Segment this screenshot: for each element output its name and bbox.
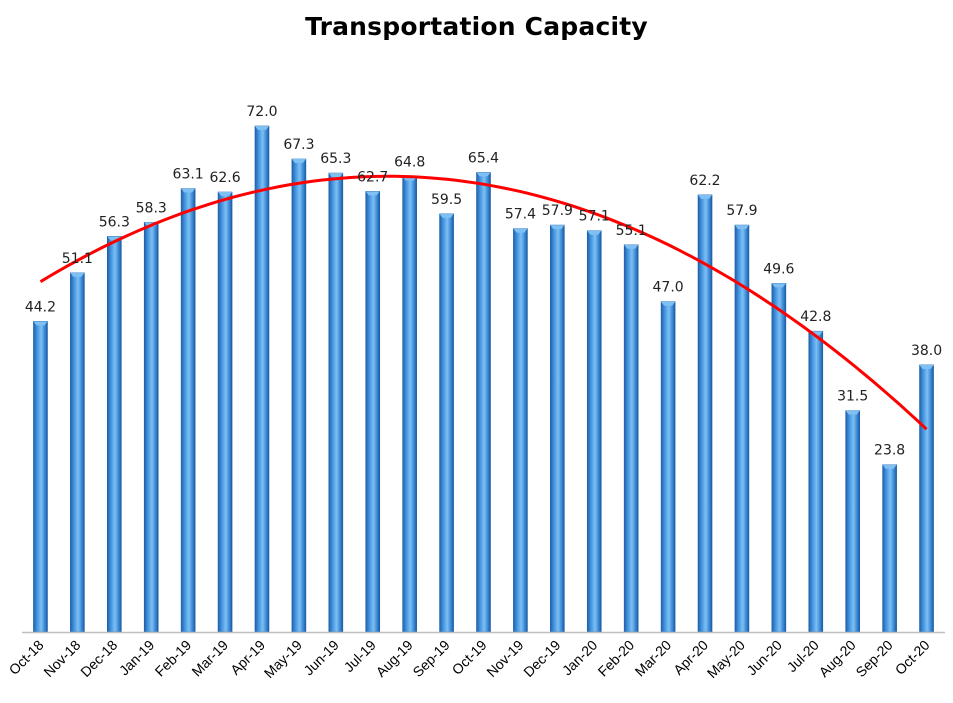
data-label-Feb-20: 55.1: [616, 223, 647, 239]
x-tick-label-May-20: May-20: [704, 637, 748, 681]
bar-Oct-19: [476, 172, 491, 633]
chart-title: Transportation Capacity: [305, 12, 648, 41]
bar-Aug-19: [402, 176, 417, 633]
x-tick-label-Oct-19: Oct-19: [449, 637, 490, 678]
bar-Sep-20: [882, 464, 897, 633]
bar-Mar-20: [660, 301, 676, 633]
x-tick-label-Sep-19: Sep-19: [409, 637, 452, 680]
bar-Mar-19: [217, 191, 233, 633]
x-tick-labels-layer: Oct-18Nov-18Dec-18Jan-19Feb-19Mar-19Apr-…: [6, 637, 933, 681]
bar-cap-Aug-20: [845, 410, 860, 415]
bar-Jan-20: [586, 230, 602, 633]
data-label-Oct-19: 65.4: [468, 150, 499, 166]
x-tick-label-Sep-20: Sep-20: [852, 637, 895, 680]
data-label-Mar-19: 62.6: [209, 170, 240, 186]
x-tick-label-Jan-19: Jan-19: [116, 637, 158, 679]
x-tick-label-Jun-20: Jun-20: [743, 637, 785, 679]
data-label-Aug-19: 64.8: [394, 155, 425, 171]
bar-Jun-20: [771, 283, 787, 633]
data-label-Jun-20: 49.6: [763, 261, 794, 277]
data-label-Jan-19: 58.3: [136, 200, 167, 216]
data-label-Apr-19: 72.0: [246, 104, 277, 120]
x-tick-label-Jun-19: Jun-19: [300, 637, 342, 679]
x-tick-label-Nov-18: Nov-18: [40, 637, 83, 680]
bar-cap-Dec-19: [550, 225, 565, 230]
data-label-Sep-20: 23.8: [874, 443, 905, 459]
x-tick-label-Mar-20: Mar-20: [632, 637, 675, 680]
bar-Feb-20: [623, 244, 639, 633]
bar-Oct-18: [33, 321, 48, 633]
data-label-May-20: 57.9: [726, 203, 757, 219]
bar-Jun-19: [328, 172, 344, 633]
bar-cap-Sep-19: [439, 213, 454, 218]
bar-cap-Mar-20: [661, 301, 676, 306]
bar-May-19: [291, 158, 307, 633]
x-tick-label-Oct-18: Oct-18: [6, 637, 47, 678]
data-label-Jun-19: 65.3: [320, 151, 351, 167]
bar-cap-Jan-20: [587, 230, 602, 235]
data-label-Nov-19: 57.4: [505, 207, 536, 223]
bar-cap-Apr-20: [698, 194, 713, 199]
x-tick-label-Aug-19: Aug-19: [373, 637, 416, 680]
data-label-Jul-19: 62.7: [357, 169, 388, 185]
data-label-Sep-19: 59.5: [431, 192, 462, 208]
bar-Nov-18: [70, 272, 85, 633]
bar-Dec-19: [550, 224, 565, 633]
x-tick-label-Dec-19: Dec-19: [520, 637, 563, 680]
bar-cap-Sep-20: [882, 464, 897, 469]
bar-Sep-19: [439, 213, 454, 633]
bar-Jul-19: [365, 191, 381, 633]
bar-cap-Jul-19: [365, 191, 380, 196]
x-tick-label-May-19: May-19: [261, 637, 305, 681]
bar-cap-Oct-19: [476, 172, 491, 177]
x-tick-label-Mar-19: Mar-19: [189, 637, 232, 680]
data-label-Mar-20: 47.0: [653, 280, 684, 296]
bar-Apr-19: [254, 125, 270, 633]
data-label-Apr-20: 62.2: [689, 173, 720, 189]
data-label-Feb-19: 63.1: [173, 167, 204, 183]
bar-Jan-19: [143, 221, 159, 633]
bar-cap-Mar-19: [218, 192, 233, 197]
bar-cap-Jun-19: [328, 173, 343, 178]
bar-cap-Oct-20: [919, 364, 934, 369]
x-tick-label-Feb-20: Feb-20: [595, 637, 638, 680]
x-tick-label-Feb-19: Feb-19: [152, 637, 195, 680]
bar-cap-Jun-20: [771, 283, 786, 288]
bar-Jul-20: [808, 330, 824, 633]
x-tick-label-Oct-20: Oct-20: [892, 637, 933, 678]
bar-Nov-19: [513, 228, 528, 633]
x-tick-label-Jan-20: Jan-20: [559, 637, 601, 679]
bar-cap-Apr-19: [254, 126, 269, 130]
data-label-Aug-20: 31.5: [837, 389, 868, 405]
bar-cap-Nov-18: [70, 272, 85, 277]
bar-cap-Feb-20: [624, 244, 639, 249]
data-label-Oct-20: 38.0: [911, 343, 942, 359]
x-tick-label-Dec-18: Dec-18: [77, 637, 120, 680]
bar-cap-Oct-18: [33, 321, 48, 326]
bar-Aug-20: [845, 410, 861, 633]
bar-cap-May-19: [291, 159, 306, 164]
bar-cap-Feb-19: [181, 188, 196, 193]
bars-layer: [33, 125, 934, 633]
data-label-Dec-19: 57.9: [542, 203, 573, 219]
bar-Oct-20: [919, 364, 934, 633]
bar-cap-May-20: [734, 225, 749, 230]
bar-cap-Nov-19: [513, 228, 528, 233]
trendline: [39, 174, 928, 431]
data-label-May-19: 67.3: [283, 137, 314, 153]
x-tick-label-Aug-20: Aug-20: [816, 637, 859, 680]
data-label-Jan-20: 57.1: [579, 209, 610, 225]
x-tick-label-Nov-19: Nov-19: [483, 637, 526, 680]
data-label-Dec-18: 56.3: [99, 214, 130, 230]
bar-Feb-19: [180, 188, 196, 633]
data-labels-layer: 44.2 51.1 56.3 58.3 63.1 62.6 72.0 67.3 65.3 62.7…: [25, 104, 942, 459]
data-label-Jul-20: 42.8: [800, 309, 831, 325]
data-label-Oct-18: 44.2: [25, 299, 56, 315]
data-label-Nov-18: 51.1: [62, 251, 93, 267]
bar-Dec-18: [107, 236, 122, 633]
